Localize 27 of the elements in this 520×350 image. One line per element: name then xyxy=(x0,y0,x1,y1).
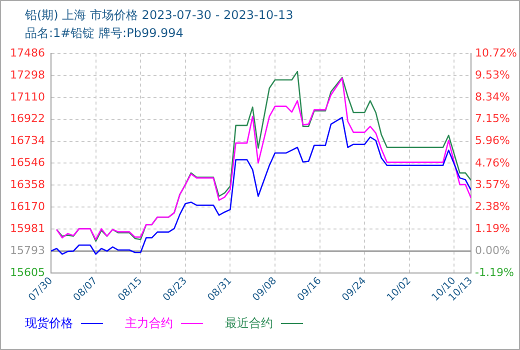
y2-tick-label: 0.00% xyxy=(475,244,510,257)
y-tick-label: 16922 xyxy=(10,112,45,126)
y2-tick-label: 7.15% xyxy=(475,112,510,126)
y2-tick-label: 5.96% xyxy=(475,134,510,148)
y-tick-label: 16358 xyxy=(10,178,45,192)
y2-tick-label: -1.19% xyxy=(475,266,514,279)
legend-label: 最近合约 xyxy=(225,315,273,332)
y-tick-label: 17298 xyxy=(10,68,45,82)
y2-tick-label: 9.53% xyxy=(475,68,510,82)
y-tick-label: 17486 xyxy=(10,46,45,60)
y2-tick-label: 8.34% xyxy=(475,90,510,104)
y-tick-label: 16546 xyxy=(10,156,45,170)
y2-tick-label: 4.76% xyxy=(475,156,510,170)
y-tick-label: 16734 xyxy=(10,134,45,148)
legend-label: 主力合约 xyxy=(125,315,173,332)
y-tick-label: 17110 xyxy=(10,90,45,104)
y-tick-label: 15981 xyxy=(10,222,45,236)
y2-tick-label: 2.38% xyxy=(475,200,510,214)
y-tick-label: 15793 xyxy=(10,244,45,257)
y-tick-label: 16170 xyxy=(10,200,45,213)
chart-subtitle: 品名:1#铅锭 牌号:Pb99.994 xyxy=(25,25,184,42)
y2-tick-label: 1.19% xyxy=(475,222,510,236)
y-tick-label: 15605 xyxy=(10,266,45,279)
y2-tick-label: 3.57% xyxy=(475,178,510,192)
y2-tick-label: 10.72% xyxy=(475,46,517,60)
legend-label: 现货价格 xyxy=(25,315,73,332)
chart-title: 铅(期) 上海 市场价格 2023-07-30 - 2023-10-13 xyxy=(25,7,294,24)
